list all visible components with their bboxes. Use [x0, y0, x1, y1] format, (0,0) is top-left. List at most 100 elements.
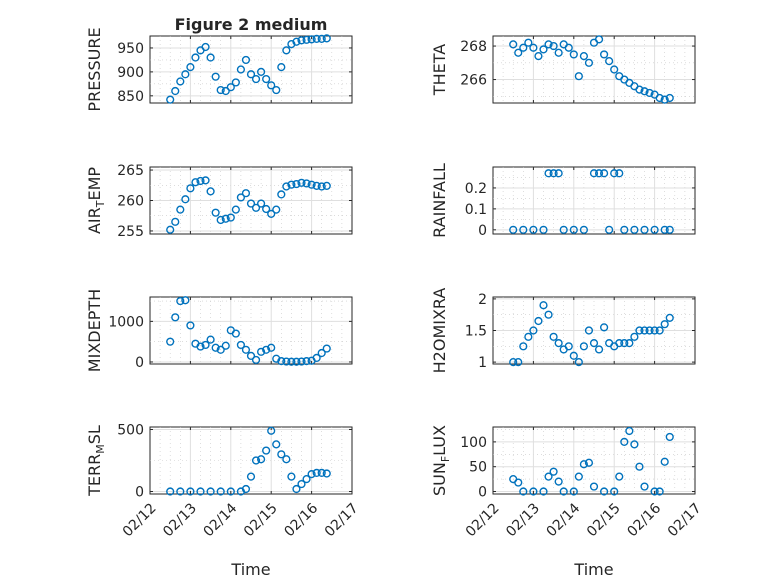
data-point: [534, 316, 543, 326]
y-axis-label-subscript: F: [439, 456, 452, 462]
data-point: [166, 487, 175, 496]
data-point: [282, 46, 291, 55]
subplot-terr-msl: 02/12 02/13 02/14 02/15 02/16 02/17 0 500 TERRMS…: [85, 422, 362, 540]
x-tick-label: 02/14: [544, 500, 584, 540]
data-point: [206, 487, 215, 496]
data-point: [251, 355, 261, 365]
data-point: [181, 70, 190, 79]
data-point: [589, 482, 599, 491]
data-point: [292, 37, 301, 46]
data-point: [246, 70, 256, 79]
data-point: [635, 326, 644, 335]
y-axis-label-main: SUN: [430, 462, 449, 496]
y-tick-label: 1: [478, 355, 487, 371]
y-tick-label: 0: [478, 223, 487, 239]
data-point: [272, 85, 281, 95]
data-point: [186, 321, 195, 330]
x-axis-label-right: Time: [573, 560, 613, 579]
y-tick-label: 2: [478, 292, 487, 308]
data-point: [645, 88, 654, 98]
data-point: [262, 345, 271, 354]
series-markers: [509, 301, 674, 367]
data-point: [312, 34, 321, 43]
data-point: [539, 45, 548, 54]
data-point: [267, 343, 276, 352]
data-point: [544, 40, 553, 49]
data-point: [549, 467, 558, 476]
data-point: [251, 456, 261, 465]
data-point: [201, 340, 210, 350]
data-point: [519, 342, 528, 351]
data-point: [211, 72, 220, 81]
data-point: [176, 77, 185, 86]
data-point: [201, 42, 210, 52]
y-axis-label-main: TERR: [85, 454, 104, 497]
data-point: [257, 455, 266, 464]
data-point: [544, 169, 553, 178]
data-point: [544, 472, 553, 481]
data-point: [594, 345, 604, 354]
data-point: [539, 487, 548, 496]
data-point: [226, 213, 235, 222]
data-point: [574, 472, 583, 481]
data-point: [171, 86, 180, 96]
y-tick-label: 950: [117, 41, 144, 57]
grid-lines: [150, 297, 352, 364]
data-point: [297, 357, 306, 366]
data-point: [509, 358, 518, 367]
x-tick-label: 02/16: [281, 500, 321, 540]
y-axis-label-main: RAINFALL: [430, 163, 449, 238]
data-point: [539, 301, 548, 310]
data-point: [554, 48, 563, 57]
data-point: [292, 484, 301, 494]
data-point: [660, 457, 669, 466]
data-point: [267, 426, 276, 435]
data-point: [655, 487, 664, 496]
data-point: [312, 181, 321, 190]
data-point: [241, 189, 251, 198]
data-point: [519, 43, 528, 52]
data-point: [241, 55, 251, 65]
data-point: [544, 310, 553, 319]
data-point: [216, 345, 225, 354]
data-point: [615, 169, 624, 178]
y-tick-label: 0.2: [465, 181, 487, 197]
data-point: [579, 225, 589, 234]
data-point: [246, 199, 256, 208]
y-axis-label: AIRTEMP: [85, 167, 107, 234]
subplot-sun-flux: 02/12 02/13 02/14 02/15 02/16 02/17 0 50 100 SUNF…: [430, 425, 705, 540]
data-point: [519, 487, 528, 496]
data-point: [196, 342, 205, 351]
data-point: [655, 326, 664, 335]
data-point: [267, 81, 276, 90]
data-point: [519, 225, 528, 234]
data-point: [554, 477, 563, 486]
data-point: [302, 475, 311, 484]
data-point: [317, 468, 326, 478]
data-point: [665, 313, 674, 322]
data-point: [322, 344, 331, 353]
grid-lines: [150, 36, 352, 103]
data-point: [529, 326, 538, 335]
data-point: [176, 296, 185, 306]
y-tick-label: 0: [135, 485, 144, 501]
data-point: [524, 38, 533, 47]
data-point: [186, 487, 195, 496]
y-tick-label: 900: [117, 65, 144, 81]
data-point: [660, 95, 669, 104]
data-point: [251, 74, 261, 84]
data-point: [297, 36, 306, 45]
x-tick-label: 02/17: [322, 500, 362, 540]
subplot-rainfall: 0 0.1 0.2 RAINFALL: [430, 163, 696, 239]
series-markers: [166, 176, 331, 234]
data-point: [241, 345, 251, 354]
data-point: [524, 332, 533, 341]
data-point: [287, 357, 296, 366]
data-point: [534, 51, 543, 61]
data-point: [574, 72, 583, 81]
data-point: [277, 450, 286, 459]
data-point: [529, 487, 538, 496]
data-point: [559, 487, 568, 496]
y-axis-label-tail: SL: [85, 425, 104, 444]
